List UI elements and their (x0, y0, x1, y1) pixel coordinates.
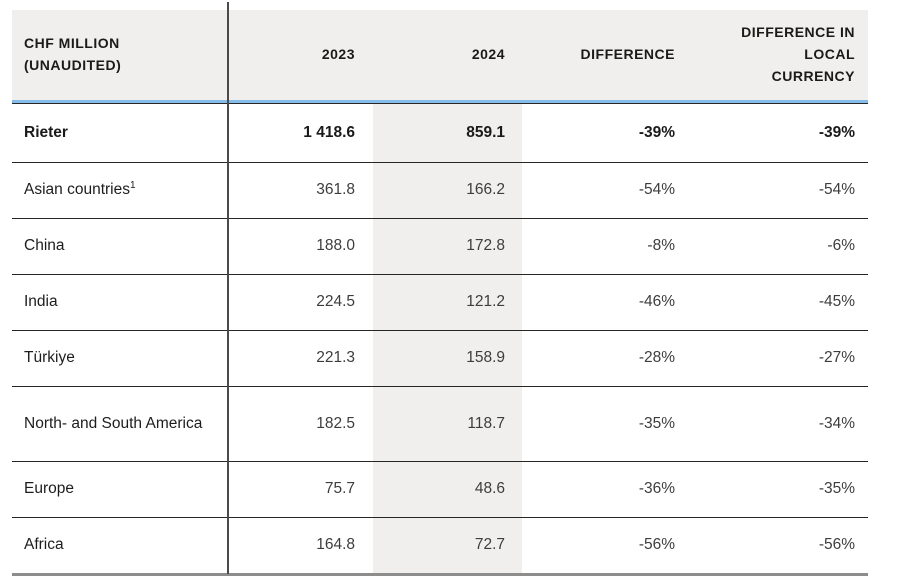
value-difference: -54% (638, 181, 675, 199)
value-difference-local: -35% (818, 480, 855, 498)
value-difference-local: -56% (818, 536, 855, 554)
header-chf-million: CHF MILLION (UNAUDITED) (12, 33, 227, 76)
value-2023: 164.8 (316, 536, 355, 554)
header-difference: DIFFERENCE (580, 46, 675, 63)
value-difference: -35% (638, 414, 675, 432)
value-difference-local: -39% (818, 123, 855, 141)
row-label: Rieter (12, 122, 227, 144)
row-label: India (12, 291, 227, 313)
header-chf-million-line2: (UNAUDITED) (24, 57, 122, 73)
row-label-text: Türkiye (24, 349, 75, 367)
row-label-text: China (24, 237, 65, 255)
value-difference-local: -45% (818, 293, 855, 311)
value-2023: 182.5 (316, 414, 355, 432)
value-2023: 188.0 (316, 237, 355, 255)
value-2024: 158.9 (373, 331, 522, 386)
value-difference: -46% (638, 293, 675, 311)
table-row-europe: Europe 75.7 48.6 -36% -35% (12, 461, 868, 517)
row-label: China (12, 235, 227, 257)
value-2024: 166.2 (373, 163, 522, 218)
header-2023: 2023 (321, 46, 355, 63)
header-chf-million-line1: CHF MILLION (24, 35, 120, 52)
value-difference: -39% (638, 123, 675, 141)
row-label: Europe (12, 478, 227, 500)
row-label-text: Asian countries (24, 181, 130, 199)
value-difference-local: -27% (818, 349, 855, 367)
table-header-row: CHF MILLION (UNAUDITED) 2023 2024 DIFFER… (12, 10, 868, 103)
column-divider-line (227, 2, 229, 574)
header-2024: 2024 (471, 46, 505, 63)
value-2023: 75.7 (324, 480, 355, 498)
value-2023: 224.5 (316, 293, 355, 311)
table-row-africa: Africa 164.8 72.7 -56% -56% (12, 517, 868, 573)
row-label-text: Europe (24, 480, 74, 498)
table-row-rieter: Rieter 1 418.6 859.1 -39% -39% (12, 103, 868, 162)
table-row-india: India 224.5 121.2 -46% -45% (12, 274, 868, 330)
row-label-text: Rieter (24, 124, 68, 142)
value-2023: 1 418.6 (303, 123, 355, 141)
footnote-marker: 1 (129, 180, 136, 192)
header-dlc-line2: LOCAL (804, 46, 855, 63)
header-dlc-line3: CURRENCY (771, 67, 855, 84)
value-difference-local: -54% (818, 181, 855, 199)
value-difference-local: -34% (818, 414, 855, 432)
value-2024: 859.1 (373, 104, 522, 162)
row-label: Asian countries1 (12, 179, 227, 201)
value-difference: -56% (638, 536, 675, 554)
header-dlc-line1: DIFFERENCE IN (741, 24, 855, 41)
row-label-text: North- and South America (24, 415, 203, 433)
table-row-china: China 188.0 172.8 -8% -6% (12, 218, 868, 274)
value-2024: 48.6 (373, 462, 522, 517)
value-2024: 118.7 (373, 387, 522, 461)
row-label-text: Africa (24, 536, 64, 554)
value-difference: -8% (647, 237, 675, 255)
value-2023: 221.3 (316, 349, 355, 367)
value-difference-local: -6% (827, 237, 855, 255)
value-2024: 72.7 (373, 518, 522, 573)
table-row-asian-countries: Asian countries1 361.8 166.2 -54% -54% (12, 162, 868, 218)
row-label: Türkiye (12, 347, 227, 369)
row-label: North- and South America (12, 413, 227, 435)
header-difference-local-currency: DIFFERENCE IN LOCAL CURRENCY (690, 22, 868, 87)
value-2023: 361.8 (316, 181, 355, 199)
table-row-turkiye: Türkiye 221.3 158.9 -28% -27% (12, 330, 868, 386)
value-2024: 172.8 (373, 219, 522, 274)
value-difference: -36% (638, 480, 675, 498)
regional-sales-table: CHF MILLION (UNAUDITED) 2023 2024 DIFFER… (12, 2, 868, 576)
row-label-text: India (24, 293, 58, 311)
row-label: Africa (12, 534, 227, 556)
value-2024: 121.2 (373, 275, 522, 330)
table-row-north-and-south-america: North- and South America 182.5 118.7 -35… (12, 386, 868, 461)
value-difference: -28% (638, 349, 675, 367)
